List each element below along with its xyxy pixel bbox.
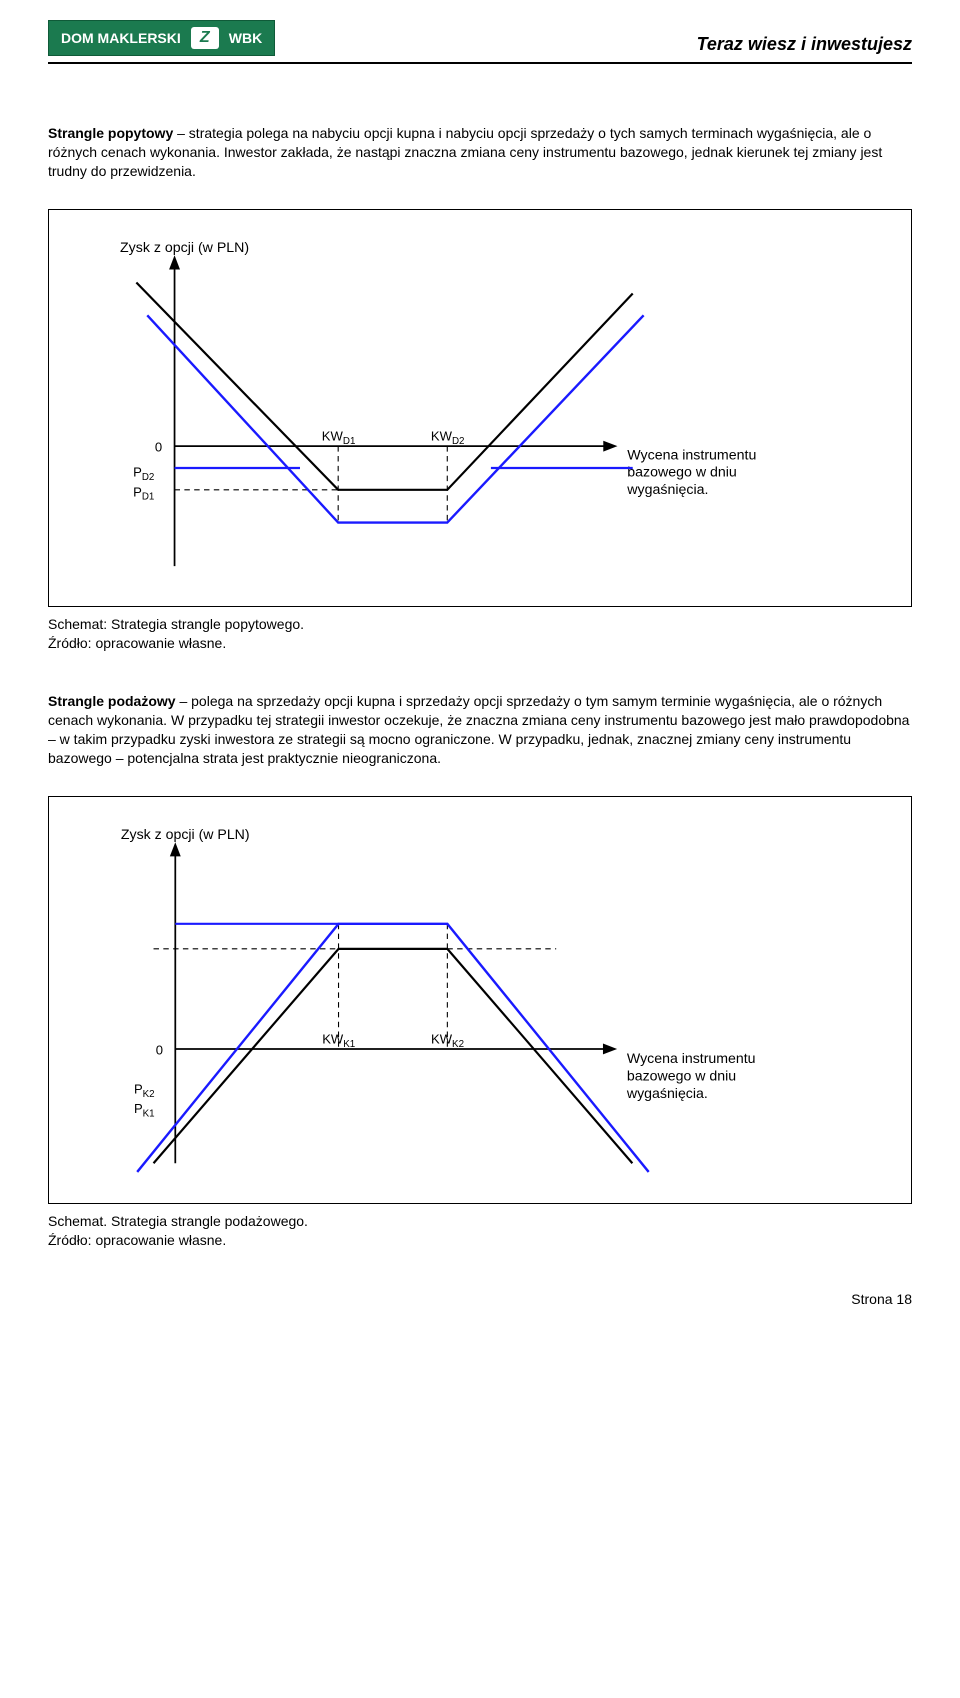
zero-label: 0 (155, 439, 162, 454)
caption1-line2: Źródło: opracowanie własne. (48, 634, 912, 653)
page-footer: Strona 18 (48, 1290, 912, 1309)
brand-logo: DOM MAKLERSKI Z WBK (48, 20, 275, 56)
caption2-line2: Źródło: opracowanie własne. (48, 1231, 912, 1250)
payoff-chart-2: Zysk z opcji (w PLN) 0 PK2 PK1 KWK1 KWK2… (65, 815, 895, 1185)
y-axis-label-2: Zysk z opcji (w PLN) (121, 826, 250, 842)
caption2-line1: Schemat. Strategia strangle podażowego. (48, 1212, 912, 1231)
caption-1: Schemat: Strategia strangle popytowego. … (48, 615, 912, 653)
para2-lead: Strangle podażowy (48, 693, 176, 709)
header-slogan: Teraz wiesz i inwestujesz (697, 32, 912, 56)
x-axis-label-l1: Wycena instrumentu (627, 447, 756, 463)
kw-d1-label: KWD1 (322, 428, 356, 446)
payoff-chart-1: Zysk z opcji (w PLN) 0 PD2 PD1 KWD1 KWD2… (65, 228, 895, 588)
x-axis-label2-l2: bazowego w dniu (627, 1068, 736, 1084)
caption1-line1: Schemat: Strategia strangle popytowego. (48, 615, 912, 634)
logo-text-left: DOM MAKLERSKI (61, 29, 181, 48)
para1-body: – strategia polega na nabyciu opcji kupn… (48, 125, 882, 179)
p-k2-label: PK2 (134, 1082, 155, 1100)
p-k1-label: PK1 (134, 1101, 155, 1119)
p-d1-label: PD1 (133, 484, 154, 502)
diagram-short-strangle: Zysk z opcji (w PLN) 0 PK2 PK1 KWK1 KWK2… (48, 796, 912, 1204)
logo-mark-icon: Z (191, 27, 219, 49)
header-divider (48, 62, 912, 64)
zero-label-2: 0 (156, 1042, 163, 1057)
para1-lead: Strangle popytowy (48, 125, 173, 141)
y-axis-label: Zysk z opcji (w PLN) (120, 240, 249, 256)
diagram-long-strangle: Zysk z opcji (w PLN) 0 PD2 PD1 KWD1 KWD2… (48, 209, 912, 607)
paragraph-strangle-popytowy: Strangle popytowy – strategia polega na … (48, 124, 912, 181)
x-axis-label2-l1: Wycena instrumentu (627, 1050, 756, 1066)
x-axis-label-l3: wygaśnięcia. (626, 482, 708, 498)
x-axis-label-l2: bazowego w dniu (627, 464, 737, 480)
paragraph-strangle-podazowy: Strangle podażowy – polega na sprzedaży … (48, 692, 912, 768)
p-d2-label: PD2 (133, 464, 154, 482)
page-header: DOM MAKLERSKI Z WBK Teraz wiesz i inwest… (48, 20, 912, 56)
para2-body: – polega na sprzedaży opcji kupna i sprz… (48, 693, 909, 766)
x-axis-label2-l3: wygaśnięcia. (626, 1085, 708, 1101)
kw-d2-label: KWD2 (431, 428, 465, 446)
caption-2: Schemat. Strategia strangle podażowego. … (48, 1212, 912, 1250)
logo-text-right: WBK (229, 29, 262, 48)
